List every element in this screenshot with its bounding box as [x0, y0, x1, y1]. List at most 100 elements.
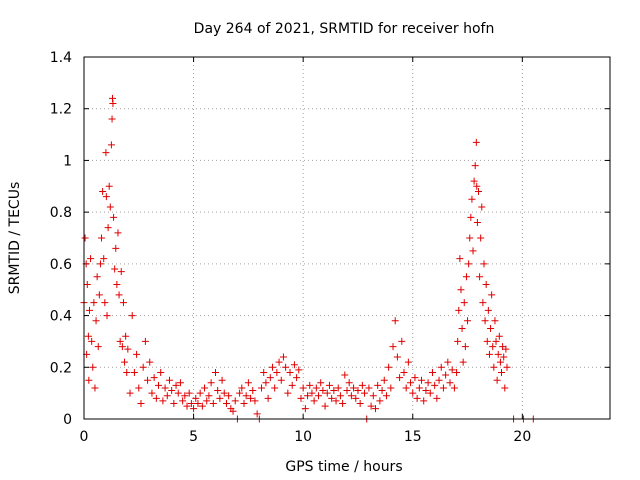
data-point [299, 384, 307, 392]
data-point [264, 394, 272, 402]
data-point [205, 392, 213, 400]
data-point [321, 402, 329, 410]
data-point [108, 115, 116, 123]
data-point [473, 218, 481, 226]
data-point [400, 368, 408, 376]
data-point [102, 149, 110, 157]
data-point [201, 384, 209, 392]
data-point [496, 358, 504, 366]
data-point [304, 392, 312, 400]
data-point [174, 389, 182, 397]
axis-ticks: 0 5 10 15 20 0 0.2 0.4 0.6 0.8 1 1.2 1.4 [50, 50, 610, 445]
data-point [251, 397, 259, 405]
data-point [85, 306, 93, 314]
data-point [472, 138, 480, 146]
data-point [450, 384, 458, 392]
y-tick-label: 1 [63, 153, 72, 169]
data-point [469, 247, 477, 255]
data-point [319, 387, 327, 395]
data-point [374, 381, 382, 389]
data-point [161, 384, 169, 392]
data-point [155, 381, 163, 389]
data-point [490, 363, 498, 371]
data-point [187, 399, 195, 407]
data-point [109, 100, 117, 108]
data-point [473, 182, 481, 190]
data-point [93, 273, 101, 281]
data-point [402, 384, 410, 392]
data-point [137, 399, 145, 407]
data-point [334, 384, 342, 392]
data-point [81, 234, 89, 242]
data-point [345, 379, 353, 387]
data-point [448, 366, 456, 374]
data-point [123, 368, 131, 376]
data-point [361, 389, 369, 397]
data-point [96, 260, 104, 268]
data-point [260, 368, 268, 376]
data-point [118, 343, 126, 351]
y-tick-label: 0.2 [50, 360, 72, 376]
data-point [453, 368, 461, 376]
data-point [477, 234, 485, 242]
data-point [90, 299, 98, 307]
data-point [222, 399, 230, 407]
data-point [192, 394, 200, 402]
data-point [124, 345, 132, 353]
data-point [116, 337, 124, 345]
data-point [212, 368, 219, 376]
y-tick-label: 0.8 [50, 205, 72, 221]
data-point [500, 353, 508, 361]
data-point [92, 317, 100, 325]
data-point [242, 392, 250, 400]
data-point [328, 394, 336, 402]
data-point [238, 384, 246, 392]
data-point [218, 376, 226, 384]
data-point [176, 379, 184, 387]
data-point [231, 397, 239, 405]
data-point [481, 317, 489, 325]
data-point [84, 332, 92, 340]
data-point [115, 291, 123, 299]
data-point [258, 384, 266, 392]
data-point [297, 394, 305, 402]
data-point [185, 389, 193, 397]
data-point [183, 402, 191, 410]
data-point [253, 410, 261, 418]
data-point [358, 381, 366, 389]
data-point [220, 389, 228, 397]
data-point [119, 299, 127, 307]
data-point [315, 392, 323, 400]
chart-title: Day 264 of 2021, SRMTID for receiver hof… [194, 21, 495, 37]
data-point [172, 381, 180, 389]
data-point [455, 306, 463, 314]
data-point [114, 229, 122, 237]
data-point [94, 343, 102, 351]
data-point [389, 343, 397, 351]
data-point [409, 389, 417, 397]
data-point [428, 368, 436, 376]
data-point [99, 187, 107, 195]
data-point [487, 325, 495, 332]
data-point [465, 260, 473, 268]
data-point [101, 299, 109, 307]
data-point [454, 337, 462, 345]
data-point [420, 397, 428, 405]
data-point [150, 374, 158, 382]
data-point [277, 376, 285, 384]
plot-area-border [83, 56, 611, 420]
data-point [470, 177, 478, 185]
data-point [91, 384, 99, 392]
data-point [495, 332, 503, 340]
grid-lines [84, 57, 610, 419]
data-point [484, 306, 492, 314]
data-point [301, 405, 309, 413]
data-point [110, 213, 118, 221]
data-point [418, 376, 426, 384]
data-point [442, 371, 450, 379]
x-tick-label: 20 [513, 429, 531, 445]
data-point [458, 325, 466, 332]
data-point [83, 281, 91, 289]
data-point [236, 389, 244, 397]
data-point [431, 381, 439, 389]
